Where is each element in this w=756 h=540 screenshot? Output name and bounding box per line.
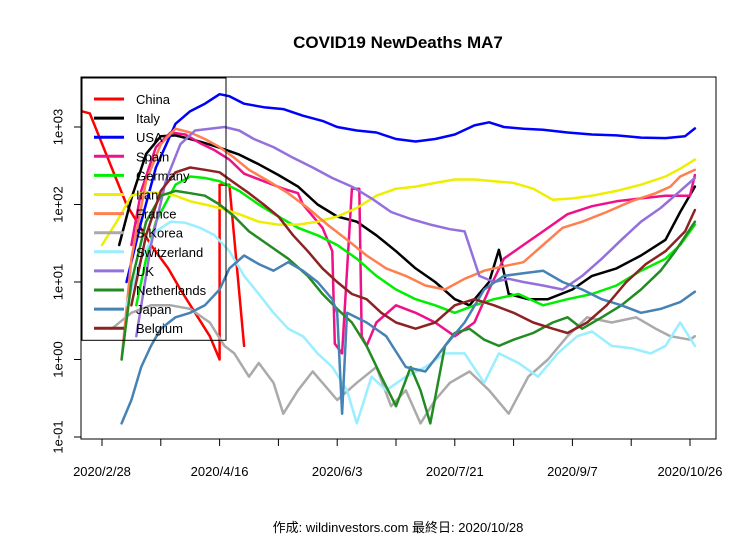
y-tick-label: 1e+02 bbox=[50, 186, 65, 223]
y-tick-label: 1e-01 bbox=[50, 420, 65, 453]
x-tick-label: 2020/7/21 bbox=[426, 464, 484, 479]
legend-label: France bbox=[136, 207, 176, 222]
legend-label: Netherlands bbox=[136, 283, 207, 298]
x-tick-label: 2020/9/7 bbox=[547, 464, 598, 479]
legend-label: USA bbox=[136, 130, 163, 145]
legend-label: Japan bbox=[136, 302, 171, 317]
x-tick-label: 2020/10/26 bbox=[657, 464, 722, 479]
legend-label: China bbox=[136, 92, 171, 107]
series-line-iran bbox=[100, 158, 697, 247]
series-line-belgium bbox=[130, 166, 697, 335]
series-line-usa bbox=[125, 92, 697, 284]
x-tick-label: 2020/2/28 bbox=[73, 464, 131, 479]
x-tick-label: 2020/4/16 bbox=[191, 464, 249, 479]
y-axis: 1e-01 1e+00 1e+01 1e+02 1e+03 bbox=[50, 109, 82, 454]
legend-label: UK bbox=[136, 264, 154, 279]
y-tick-label: 1e+01 bbox=[50, 264, 65, 301]
series-line-germany bbox=[135, 175, 697, 315]
chart-caption: 作成: wildinvestors.com 最終日: 2020/10/28 bbox=[273, 520, 524, 535]
y-tick-label: 1e+00 bbox=[50, 341, 65, 378]
x-tick-label: 2020/6/3 bbox=[312, 464, 363, 479]
series-line-uk bbox=[135, 125, 697, 338]
series-line-china bbox=[81, 109, 246, 361]
series-line-france bbox=[120, 127, 697, 361]
series-line-switzerland bbox=[125, 220, 697, 425]
chart-title: COVID19 NewDeaths MA7 bbox=[293, 33, 503, 52]
legend: China Italy USA Spain Germany Iran France S.Kor… bbox=[81, 77, 227, 341]
legend-label: Germany bbox=[136, 168, 190, 183]
legend-label: Iran bbox=[136, 188, 158, 203]
legend-box bbox=[81, 77, 227, 341]
x-axis: 2020/2/28 2020/4/16 2020/6/3 2020/7/21 2020/… bbox=[73, 438, 723, 479]
legend-label: Spain bbox=[136, 149, 169, 164]
legend-label: Belgium bbox=[136, 321, 183, 336]
series-line-japan bbox=[120, 254, 697, 425]
y-tick-label: 1e+03 bbox=[50, 109, 65, 146]
series-layer bbox=[81, 92, 697, 425]
legend-label: Italy bbox=[136, 111, 160, 126]
legend-label: S.Korea bbox=[136, 226, 184, 241]
legend-label: Switzerland bbox=[136, 245, 203, 260]
